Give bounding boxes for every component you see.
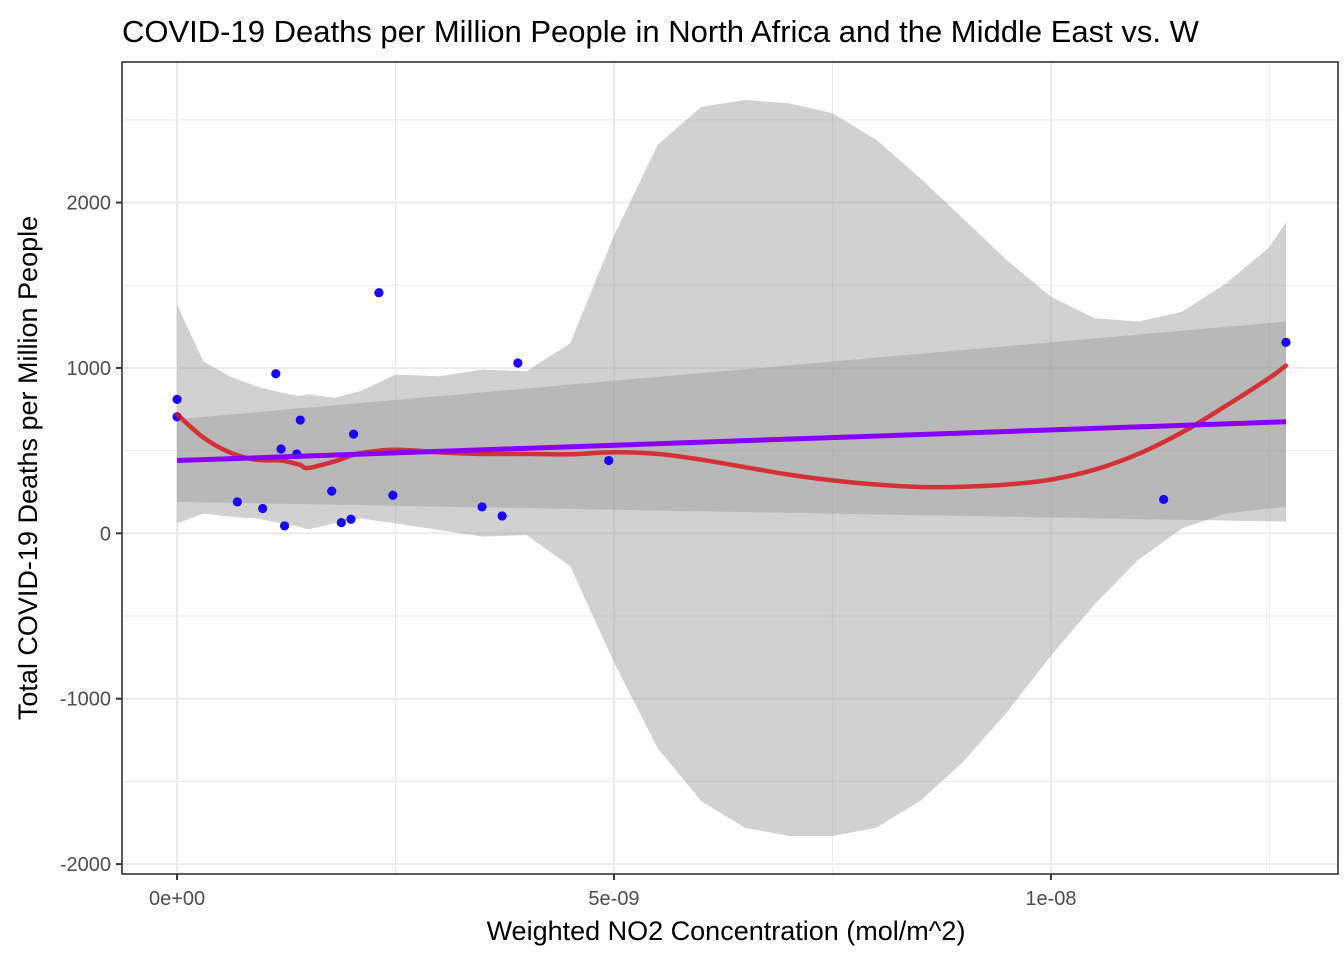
plot-panel xyxy=(121,61,1339,875)
data-point xyxy=(477,502,487,512)
data-point xyxy=(232,497,242,507)
minor-gridlines xyxy=(122,62,1338,874)
x-axis-title: Weighted NO2 Concentration (mol/m^2) xyxy=(487,916,966,946)
x-tick-label: 0e+00 xyxy=(149,888,205,910)
data-point xyxy=(497,511,507,521)
x-tick-label: 1e-08 xyxy=(1025,888,1076,910)
data-point xyxy=(604,455,614,466)
linear-fit-line xyxy=(176,419,1287,464)
data-point xyxy=(513,358,523,368)
y-tick-label: 1000 xyxy=(67,358,112,380)
data-point xyxy=(1159,494,1169,505)
y-axis: -2000 -1000 0 1000 2000 xyxy=(60,193,122,876)
data-point xyxy=(348,429,359,439)
y-tick-label: -2000 xyxy=(60,854,111,876)
y-tick-label: 0 xyxy=(100,523,111,545)
y-axis-title: Total COVID-19 Deaths per Million People xyxy=(13,216,43,720)
data-point xyxy=(172,394,182,404)
data-point xyxy=(295,415,305,425)
smooth-confidence-band xyxy=(177,100,1287,836)
data-point xyxy=(279,521,290,531)
plot-panel-border xyxy=(121,61,1339,875)
chart-title: COVID-19 Deaths per Million People in No… xyxy=(122,14,1200,49)
y-tick-label: -1000 xyxy=(60,689,111,711)
x-axis: 0e+00 5e-09 1e-08 xyxy=(149,874,1077,910)
data-point xyxy=(271,369,281,379)
smooth-fit-line xyxy=(174,363,1289,490)
data-point xyxy=(388,490,398,500)
major-gridlines xyxy=(122,62,1338,874)
y-tick-label: 2000 xyxy=(67,193,112,215)
plot-panel-background xyxy=(122,62,1338,874)
data-point xyxy=(1281,337,1291,347)
data-point xyxy=(327,486,337,496)
data-point xyxy=(258,503,268,514)
linear-confidence-band xyxy=(177,321,1287,522)
data-point xyxy=(276,444,286,454)
data-point xyxy=(374,288,384,298)
data-point xyxy=(336,517,346,528)
x-tick-label: 5e-09 xyxy=(588,888,639,910)
data-point xyxy=(346,514,356,524)
